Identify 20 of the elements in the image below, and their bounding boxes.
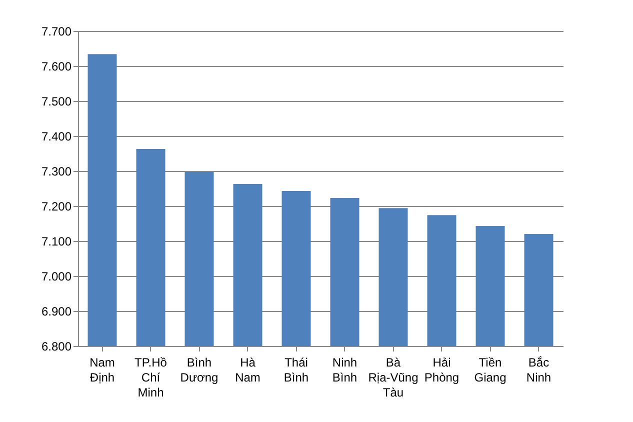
x-tick-label: Bà Rịa-Vũng Tàu: [368, 356, 418, 400]
y-tick-label: 7.700: [41, 24, 72, 38]
y-tick-label: 6.800: [41, 340, 72, 354]
x-tick-label: Nam Định: [90, 356, 115, 384]
x-tick-label: TP.Hồ Chí Minh: [134, 356, 168, 400]
x-tick-label: Bắc Ninh: [526, 356, 552, 384]
x-tick-label: Hà Nam: [235, 356, 260, 384]
y-tick-label: 6.900: [41, 304, 72, 318]
y-tick-label: 7.300: [41, 164, 72, 178]
x-tick-label: Bình Dương: [180, 356, 218, 384]
x-tick-label: Ninh Bình: [332, 356, 358, 384]
y-tick-label: 7.400: [41, 130, 72, 144]
y-tick-label: 7.600: [41, 60, 72, 74]
x-tick-label: Thái Bình: [284, 356, 309, 384]
y-tick-label: 7.200: [41, 200, 72, 214]
y-tick-label: 7.000: [41, 270, 72, 284]
x-tick-label: Tiền Giang: [474, 356, 506, 384]
x-tick-label: Hải Phòng: [424, 356, 460, 384]
y-tick-label: 7.500: [41, 94, 72, 108]
y-tick-label: 7.100: [41, 234, 72, 248]
